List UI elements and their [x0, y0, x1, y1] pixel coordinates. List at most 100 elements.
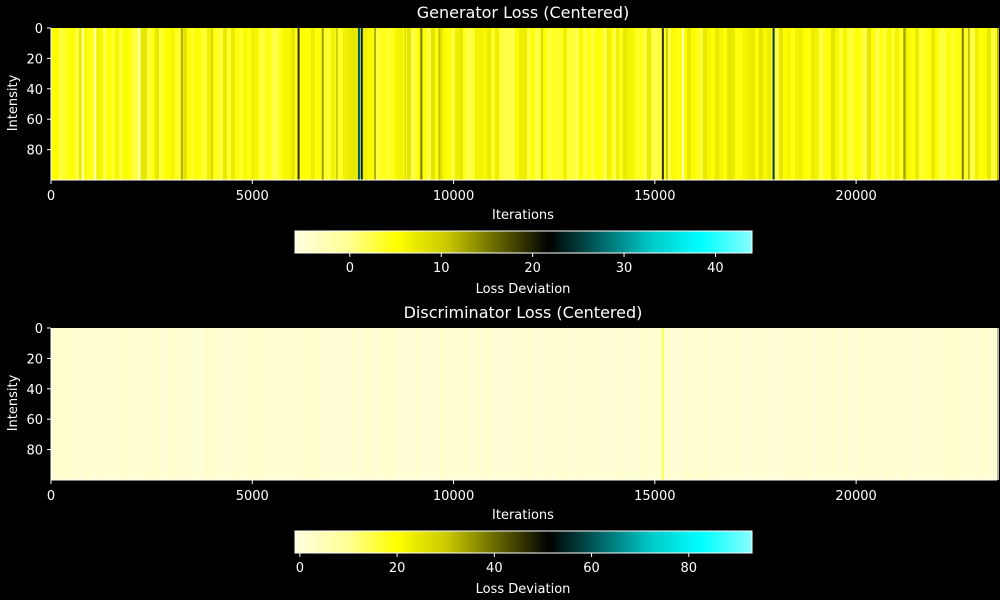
heatmap-column — [399, 328, 403, 480]
heatmap-column — [51, 328, 55, 480]
heatmap-column — [915, 28, 919, 180]
colorbar-segment — [451, 231, 456, 253]
colorbar-segment — [706, 231, 711, 253]
heatmap-column — [539, 28, 543, 180]
heatmap-column — [59, 28, 63, 180]
colorbar-segment — [622, 531, 627, 553]
colorbar-segment — [435, 231, 441, 253]
heatmap-column — [619, 28, 623, 180]
heatmap-column — [127, 328, 131, 480]
heatmap-column — [683, 28, 687, 180]
heatmap-column — [963, 28, 967, 180]
heatmap-column — [299, 328, 303, 480]
heatmap-column — [95, 28, 99, 180]
heatmap-column — [887, 28, 891, 180]
heatmap-column — [263, 28, 267, 180]
heatmap-column — [223, 28, 227, 180]
heatmap-column — [271, 28, 275, 180]
heatmap-column — [755, 328, 759, 480]
heatmap-column — [171, 28, 175, 180]
colorbar-segment — [534, 531, 540, 553]
heatmap-column — [843, 28, 847, 180]
heatmap-spike — [81, 28, 84, 180]
heatmap-column — [883, 328, 887, 480]
colorbar-segment — [413, 231, 418, 253]
heatmap-column — [979, 328, 983, 480]
colorbar-segment — [748, 231, 753, 253]
heatmap-spike — [682, 28, 685, 180]
heatmap-column — [343, 328, 347, 480]
heatmap-column — [803, 28, 807, 180]
heatmap-column — [779, 328, 783, 480]
heatmap-column — [863, 328, 867, 480]
heatmap-column — [455, 328, 459, 480]
colorbar-segment — [397, 231, 403, 253]
heatmap-column — [835, 328, 839, 480]
colorbar-segment — [580, 531, 585, 553]
colorbar-segment — [546, 231, 551, 253]
heatmap-column — [151, 28, 155, 180]
heatmap-column — [439, 28, 443, 180]
heatmap-column — [991, 28, 995, 180]
colorbar-segment — [409, 231, 414, 253]
heatmap-column — [55, 28, 59, 180]
heatmap-column — [675, 328, 679, 480]
colorbar-segment — [687, 231, 692, 253]
heatmap-column — [667, 28, 671, 180]
heatmap-column — [751, 28, 755, 180]
heatmap-column — [503, 28, 507, 180]
colorbar-segment — [432, 531, 437, 553]
heatmap-column — [383, 328, 387, 480]
heatmap-column — [879, 328, 883, 480]
colorbar-segment — [531, 531, 536, 553]
heatmap-column — [367, 328, 371, 480]
heatmap-column — [515, 328, 519, 480]
colorbar-segment — [740, 231, 745, 253]
heatmap-column — [59, 328, 63, 480]
heatmap-column — [699, 28, 703, 180]
colorbar-segment — [496, 531, 502, 553]
heatmap-column — [51, 28, 55, 180]
heatmap-column — [855, 28, 859, 180]
x-tick-label: 5000 — [236, 489, 269, 504]
heatmap-column — [963, 328, 967, 480]
heatmap-column — [671, 28, 675, 180]
heatmap-column — [627, 328, 631, 480]
heatmap-column — [443, 328, 447, 480]
heatmap-column — [259, 328, 263, 480]
heatmap-column — [323, 328, 327, 480]
heatmap-column — [467, 328, 471, 480]
heatmap-column — [591, 28, 595, 180]
colorbar-segment — [618, 531, 624, 553]
heatmap-column — [971, 28, 975, 180]
heatmap-column — [803, 328, 807, 480]
heatmap-spike — [903, 28, 906, 180]
heatmap-column — [983, 328, 987, 480]
heatmap-column — [687, 328, 691, 480]
colorbar-segment — [439, 531, 445, 553]
heatmap-column — [675, 28, 679, 180]
heatmap-column — [767, 328, 771, 480]
heatmap-column — [743, 28, 747, 180]
heatmap-column — [555, 328, 559, 480]
heatmap-column — [579, 28, 583, 180]
heatmap-column — [867, 328, 871, 480]
heatmap-column — [87, 28, 91, 180]
colorbar-border — [294, 230, 753, 254]
colorbar-segment — [645, 531, 650, 553]
heatmap-column — [623, 28, 627, 180]
colorbar-segment — [702, 231, 707, 253]
colorbar-segment — [630, 531, 635, 553]
heatmap-column — [199, 28, 203, 180]
heatmap-column — [187, 328, 191, 480]
heatmap-column — [307, 28, 311, 180]
colorbar-segment — [607, 231, 612, 253]
heatmap-column — [479, 28, 483, 180]
heatmap-column — [183, 328, 187, 480]
colorbar-segment — [637, 531, 643, 553]
discriminator-loss-panel: Discriminator Loss (Centered) 0 5000 10000… — [6, 303, 999, 597]
heatmap-column — [379, 28, 383, 180]
heatmap-column — [487, 328, 491, 480]
colorbar-segment — [394, 531, 399, 553]
colorbar-segment — [401, 231, 406, 253]
